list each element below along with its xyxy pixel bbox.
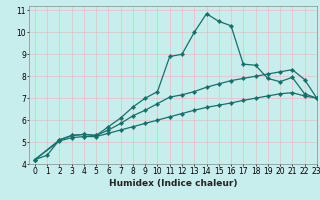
X-axis label: Humidex (Indice chaleur): Humidex (Indice chaleur) bbox=[108, 179, 237, 188]
